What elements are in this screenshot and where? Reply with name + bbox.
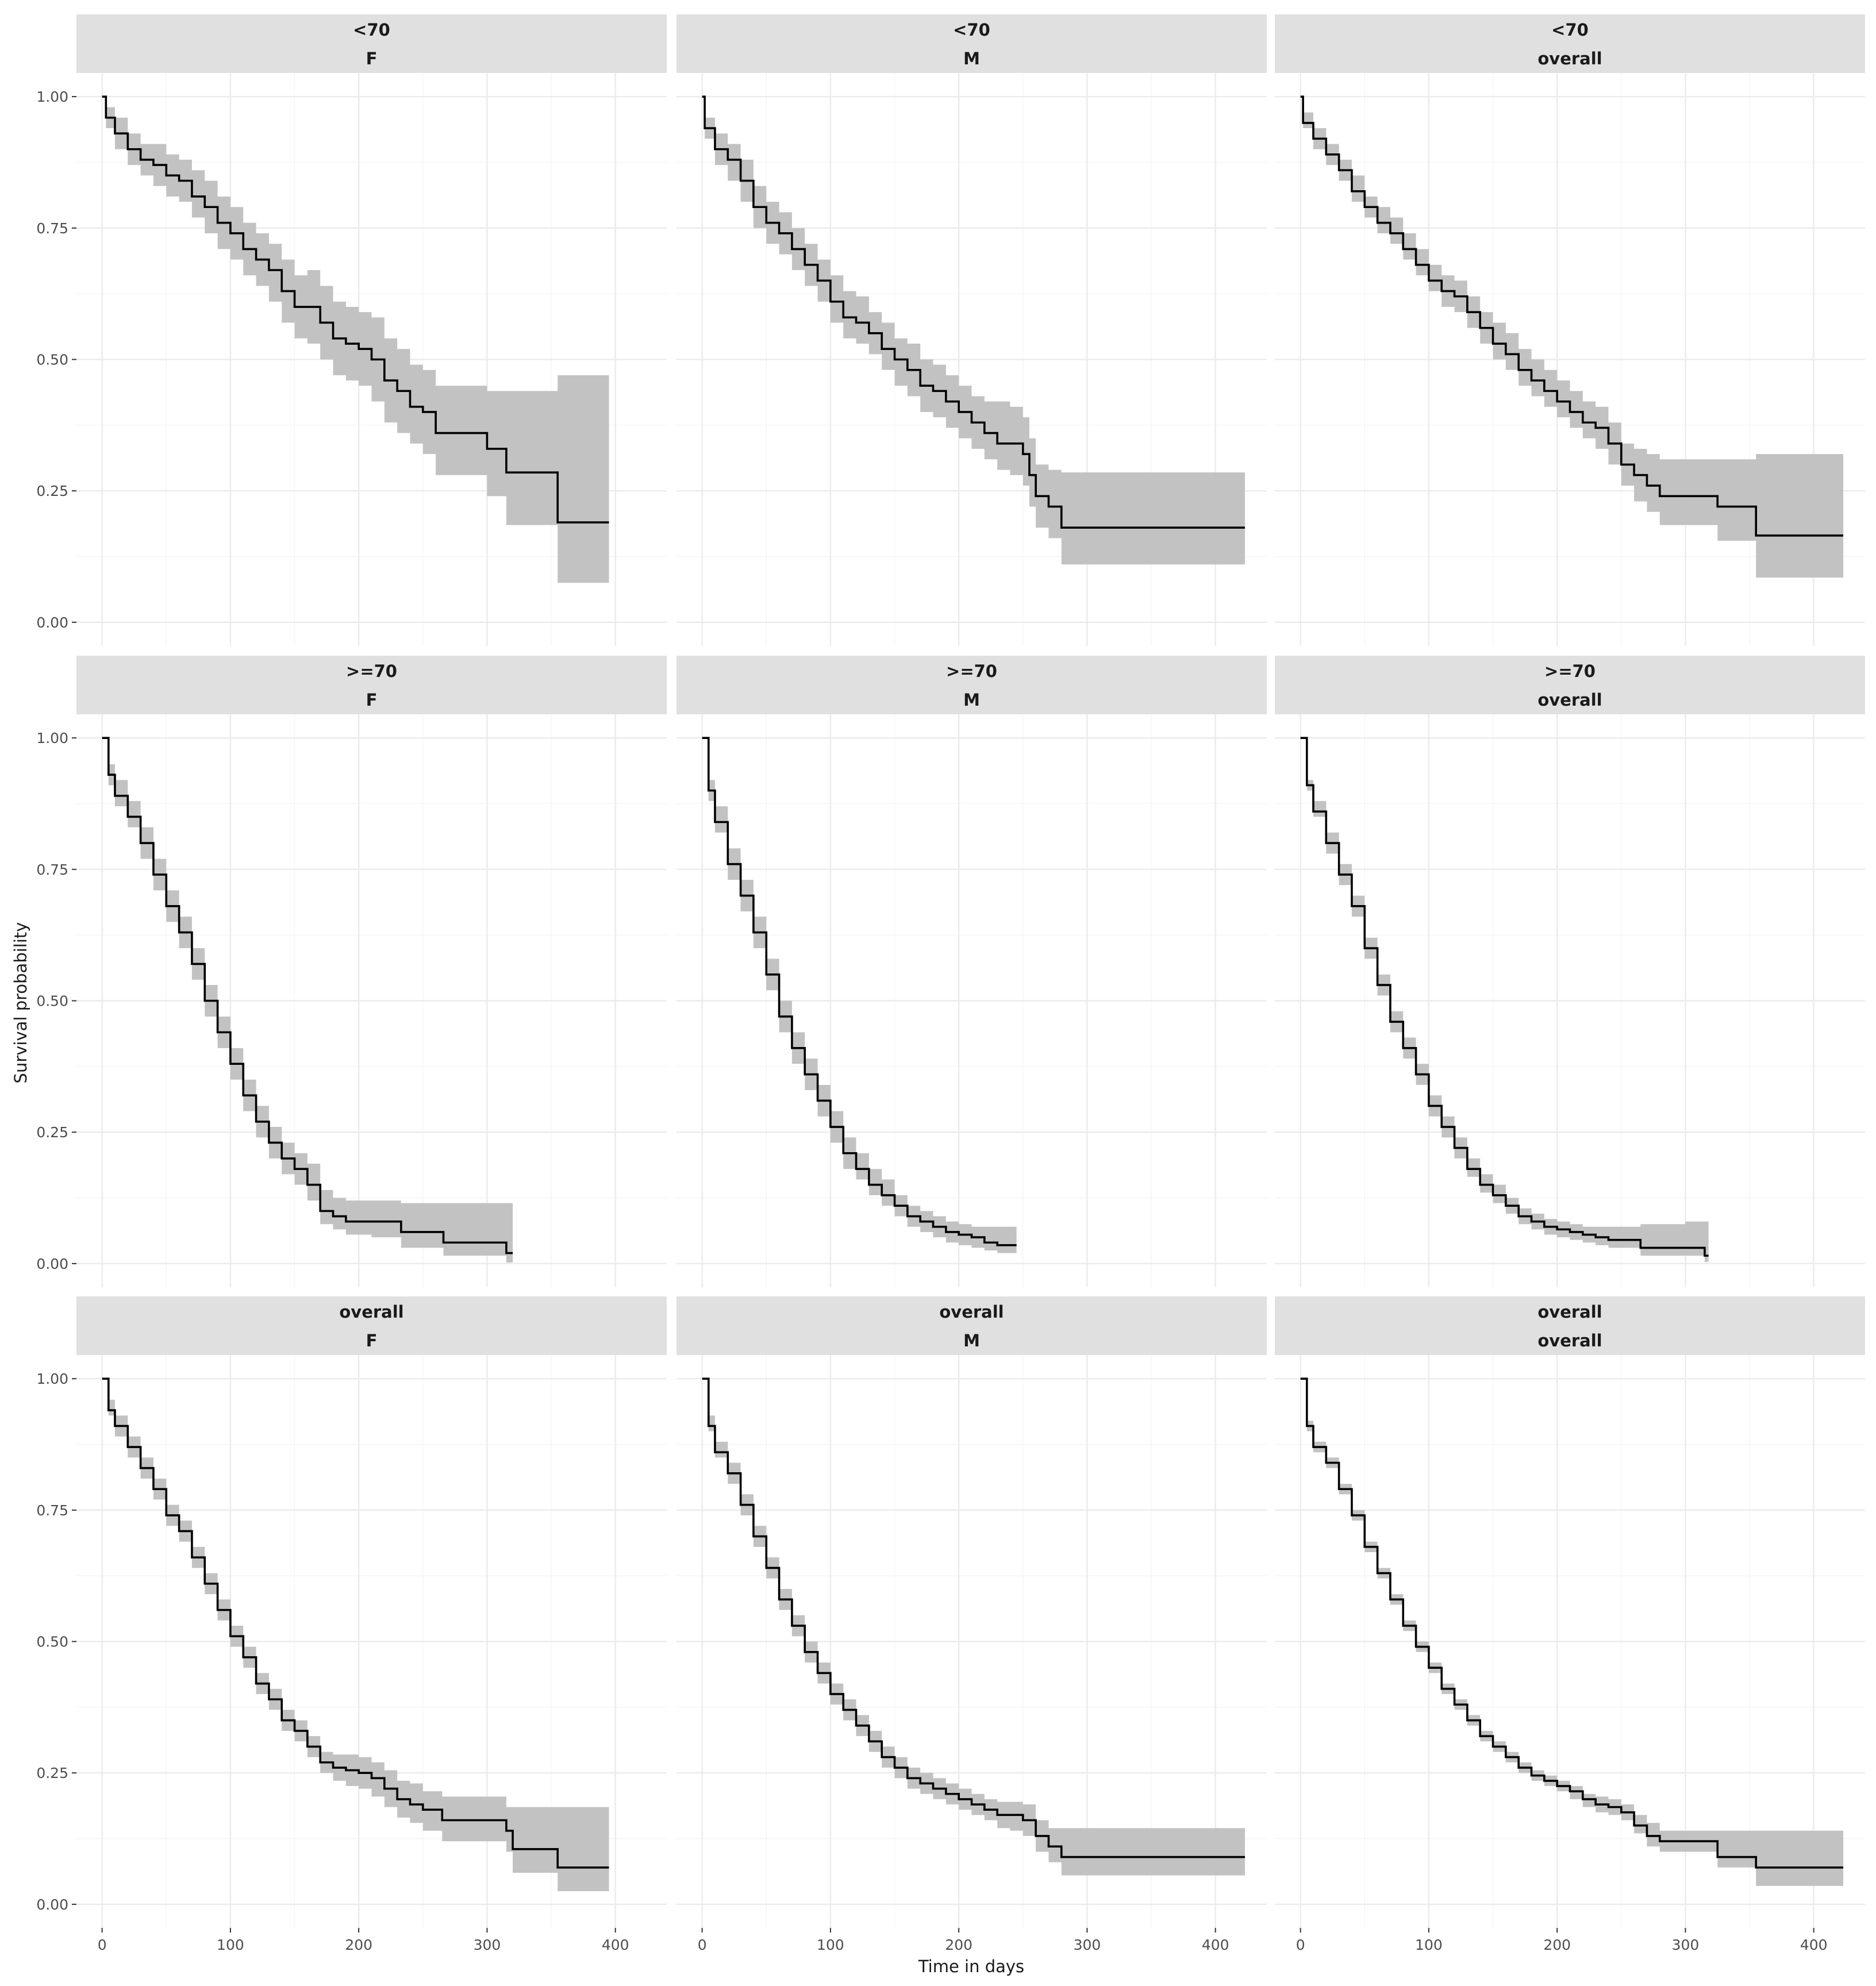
x-tick-label: 0	[98, 1937, 107, 1953]
y-tick-label: 0.75	[36, 220, 68, 237]
facet-panel: overall overall	[1275, 1296, 1865, 1928]
confidence-band	[1300, 1379, 1844, 1886]
survival-curve	[1300, 737, 1709, 1257]
survival-curve	[702, 737, 1017, 1246]
facet-panels: <70F<70M<70overall>=70F>=70M>=70overallo…	[76, 14, 1865, 1928]
x-tick-label: 0	[698, 1937, 707, 1953]
facet-strip-label-bottom: overall	[1537, 1331, 1602, 1350]
survival-curve	[1300, 1377, 1844, 1869]
survival-curve	[702, 1377, 1245, 1858]
facet-strip-label-top: >=70	[946, 661, 997, 681]
x-tick-label: 200	[945, 1937, 972, 1953]
x-tick-label: 400	[1800, 1937, 1828, 1953]
facet-strip-label-bottom: F	[366, 49, 378, 68]
y-tick-label: 0.50	[36, 352, 68, 368]
axis-ticks: 0.00 0.25 0.50 0.75 1.00 0.00 0.25 0.50 0.75 1.00…	[36, 88, 1827, 1953]
confidence-band	[102, 1379, 609, 1891]
y-tick-label: 0.00	[36, 614, 68, 631]
facet-strip	[1275, 656, 1865, 714]
facet-panel: >=70 F	[76, 656, 667, 1287]
facet-strip-label-bottom: F	[366, 690, 378, 710]
y-tick-label: 0.75	[36, 1502, 68, 1519]
y-axis-title: Survival probability	[11, 922, 30, 1084]
facet-strip-label-top: overall	[1537, 1302, 1602, 1322]
facet-strip-label-bottom: F	[366, 1331, 378, 1350]
facet-panel: overall F	[76, 1296, 667, 1928]
survival-curve	[1300, 95, 1844, 537]
confidence-band	[102, 97, 609, 583]
y-tick-label: 0.25	[36, 1124, 68, 1141]
y-tick-label: 0.75	[36, 861, 68, 878]
x-tick-label: 300	[1672, 1937, 1700, 1953]
confidence-band	[1300, 97, 1844, 578]
y-tick-label: 0.50	[36, 1634, 68, 1650]
y-tick-label: 1.00	[36, 730, 68, 746]
y-tick-label: 0.25	[36, 1765, 68, 1781]
facet-strip	[76, 656, 667, 714]
confidence-band	[702, 97, 1245, 565]
facet-strip-label-top: overall	[339, 1302, 403, 1322]
facet-panel: <70 F	[76, 14, 667, 646]
facet-panel: <70 overall	[1275, 14, 1865, 646]
x-tick-label: 100	[217, 1937, 244, 1953]
x-tick-label: 300	[1074, 1937, 1101, 1953]
y-tick-label: 1.00	[36, 88, 68, 105]
facet-strip	[1275, 1296, 1865, 1355]
y-tick-label: 1.00	[36, 1371, 68, 1387]
confidence-band	[102, 738, 513, 1263]
x-tick-label: 0	[1296, 1937, 1305, 1953]
facet-strip	[1275, 14, 1865, 73]
x-tick-label: 200	[345, 1937, 372, 1953]
x-tick-label: 300	[474, 1937, 501, 1953]
facet-strip-label-bottom: overall	[1537, 690, 1602, 710]
facet-strip-label-top: <70	[1551, 20, 1589, 40]
facet-strip	[676, 656, 1267, 714]
facet-strip-label-bottom: overall	[1537, 49, 1602, 68]
x-tick-label: 400	[602, 1937, 629, 1953]
facet-panel: <70 M	[676, 14, 1267, 646]
x-tick-label: 400	[1202, 1937, 1229, 1953]
x-axis-title: Time in days	[918, 1957, 1024, 1976]
y-tick-label: 0.50	[36, 993, 68, 1010]
y-tick-label: 0.00	[36, 1896, 68, 1913]
facet-strip-label-top: >=70	[1544, 661, 1596, 681]
survival-curve	[102, 737, 513, 1254]
y-tick-label: 0.25	[36, 483, 68, 499]
y-tick-label: 0.00	[36, 1256, 68, 1272]
facet-strip	[76, 1296, 667, 1355]
survival-curve	[102, 95, 609, 524]
facet-strip	[676, 14, 1267, 73]
facet-strip-label-top: <70	[953, 20, 990, 40]
x-tick-label: 100	[817, 1937, 844, 1953]
survival-curve	[702, 95, 1245, 529]
facet-strip	[76, 14, 667, 73]
facet-strip-label-bottom: M	[963, 1331, 980, 1350]
facet-panel: overall M	[676, 1296, 1267, 1928]
survival-curve	[102, 1377, 609, 1869]
x-tick-label: 200	[1543, 1937, 1571, 1953]
facet-strip-label-top: <70	[353, 20, 390, 40]
facet-panel: >=70 M	[676, 656, 1267, 1287]
x-tick-label: 100	[1415, 1937, 1443, 1953]
facet-strip-label-top: overall	[939, 1302, 1004, 1322]
facet-strip	[676, 1296, 1267, 1355]
facet-strip-label-bottom: M	[963, 49, 980, 68]
facet-strip-label-bottom: M	[963, 690, 980, 710]
facet-strip-label-top: >=70	[346, 661, 397, 681]
facet-panel: >=70 overall	[1275, 656, 1865, 1287]
